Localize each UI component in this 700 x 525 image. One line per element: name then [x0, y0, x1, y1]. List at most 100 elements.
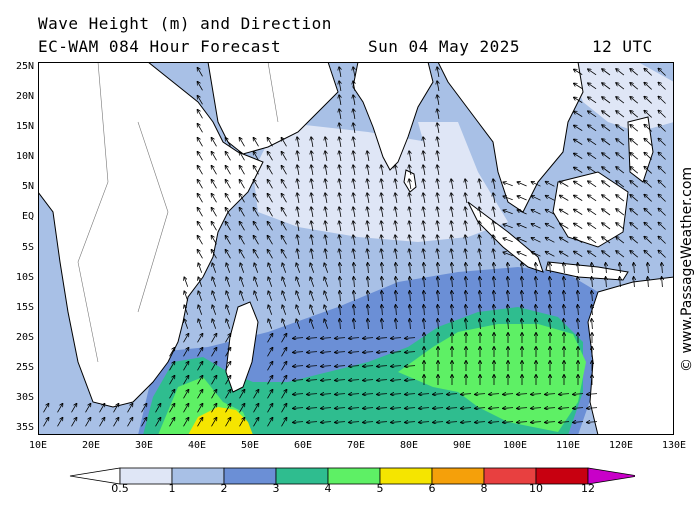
direction-arrow	[282, 222, 287, 231]
sumatra-island	[467, 201, 544, 273]
direction-arrow	[335, 380, 346, 381]
direction-arrow	[424, 291, 425, 302]
direction-arrow	[494, 291, 495, 302]
direction-arrow	[405, 394, 416, 395]
direction-arrow	[452, 319, 453, 330]
direction-arrow	[198, 124, 203, 133]
direction-arrow	[616, 167, 625, 174]
direction-arrow	[588, 209, 597, 216]
direction-arrow	[616, 209, 625, 216]
direction-arrow	[367, 179, 369, 189]
direction-arrow	[268, 194, 273, 203]
direction-arrow	[466, 277, 467, 288]
direction-arrow	[423, 151, 425, 161]
direction-arrow	[349, 380, 360, 381]
direction-arrow	[451, 249, 453, 259]
direction-arrow	[281, 376, 287, 385]
direction-arrow	[424, 263, 425, 274]
direction-arrow	[198, 166, 203, 175]
direction-arrow	[574, 251, 583, 257]
direction-arrow	[339, 137, 341, 147]
direction-arrow	[564, 305, 565, 316]
direction-arrow	[340, 277, 341, 288]
direction-arrow	[381, 179, 383, 189]
direction-arrow	[395, 235, 397, 245]
direction-arrow	[321, 408, 332, 409]
direction-arrow	[447, 394, 458, 395]
direction-arrow	[307, 380, 318, 381]
direction-arrow	[377, 338, 388, 339]
direction-arrow	[573, 422, 584, 423]
direction-arrow	[297, 221, 299, 231]
direction-arrow	[546, 224, 555, 229]
direction-arrow	[588, 223, 597, 230]
direction-arrow	[405, 380, 416, 381]
direction-arrow	[602, 167, 611, 174]
direction-arrow	[311, 151, 313, 161]
direction-arrow	[508, 277, 509, 288]
direction-arrow	[466, 319, 467, 330]
direction-arrow	[198, 319, 203, 329]
direction-arrow	[268, 180, 273, 189]
direction-arrow	[503, 394, 514, 395]
direction-arrow	[169, 418, 175, 427]
direction-arrow	[43, 404, 49, 413]
lon-label: 60E	[293, 440, 313, 451]
direction-arrow	[240, 194, 245, 203]
direction-arrow	[573, 408, 584, 409]
direction-arrow	[57, 418, 63, 427]
direction-arrow	[564, 263, 565, 274]
direction-arrow	[564, 291, 565, 302]
direction-arrow	[503, 252, 513, 257]
direction-arrow	[550, 277, 551, 288]
direction-arrow	[307, 352, 318, 353]
direction-arrow	[254, 250, 259, 259]
direction-arrow	[602, 97, 611, 104]
direction-arrow	[391, 380, 402, 381]
direction-arrow	[522, 263, 523, 274]
direction-arrow	[282, 319, 287, 329]
direction-arrow	[508, 263, 509, 274]
direction-arrow	[658, 69, 666, 76]
direction-arrow	[545, 408, 556, 409]
lon-label: 80E	[399, 440, 419, 451]
direction-arrow	[536, 263, 537, 274]
direction-arrow	[254, 291, 259, 301]
direction-arrow	[588, 167, 597, 174]
direction-arrow	[296, 319, 301, 329]
direction-arrow	[212, 166, 217, 175]
direction-arrow	[282, 250, 287, 259]
direction-arrow	[368, 319, 369, 330]
direction-arrow	[574, 83, 583, 89]
direction-arrow	[546, 238, 555, 243]
direction-arrow	[658, 209, 666, 216]
direction-arrow	[310, 263, 315, 273]
direction-arrow	[85, 404, 91, 413]
direction-arrow	[211, 362, 217, 371]
direction-arrow	[644, 69, 652, 76]
direction-arrow	[226, 319, 231, 329]
direction-arrow	[226, 305, 231, 315]
direction-arrow	[532, 252, 541, 257]
direction-arrow	[353, 67, 355, 77]
direction-arrow	[546, 252, 555, 257]
direction-arrow	[169, 390, 175, 399]
direction-arrow	[197, 334, 203, 343]
direction-arrow	[409, 151, 411, 161]
lon-label: 40E	[187, 440, 207, 451]
direction-arrow	[141, 404, 147, 413]
direction-arrow	[574, 195, 583, 201]
direction-arrow	[377, 352, 388, 353]
direction-arrow	[368, 263, 369, 274]
direction-arrow	[423, 193, 425, 203]
direction-arrow	[184, 291, 189, 301]
direction-arrow	[324, 291, 329, 301]
direction-arrow	[282, 305, 287, 315]
direction-arrow	[339, 221, 341, 231]
direction-arrow	[587, 394, 598, 395]
direction-arrow	[479, 221, 481, 231]
direction-arrow	[395, 249, 397, 259]
direction-arrow	[630, 251, 639, 258]
map-frame	[38, 62, 674, 435]
direction-arrow	[311, 165, 313, 175]
